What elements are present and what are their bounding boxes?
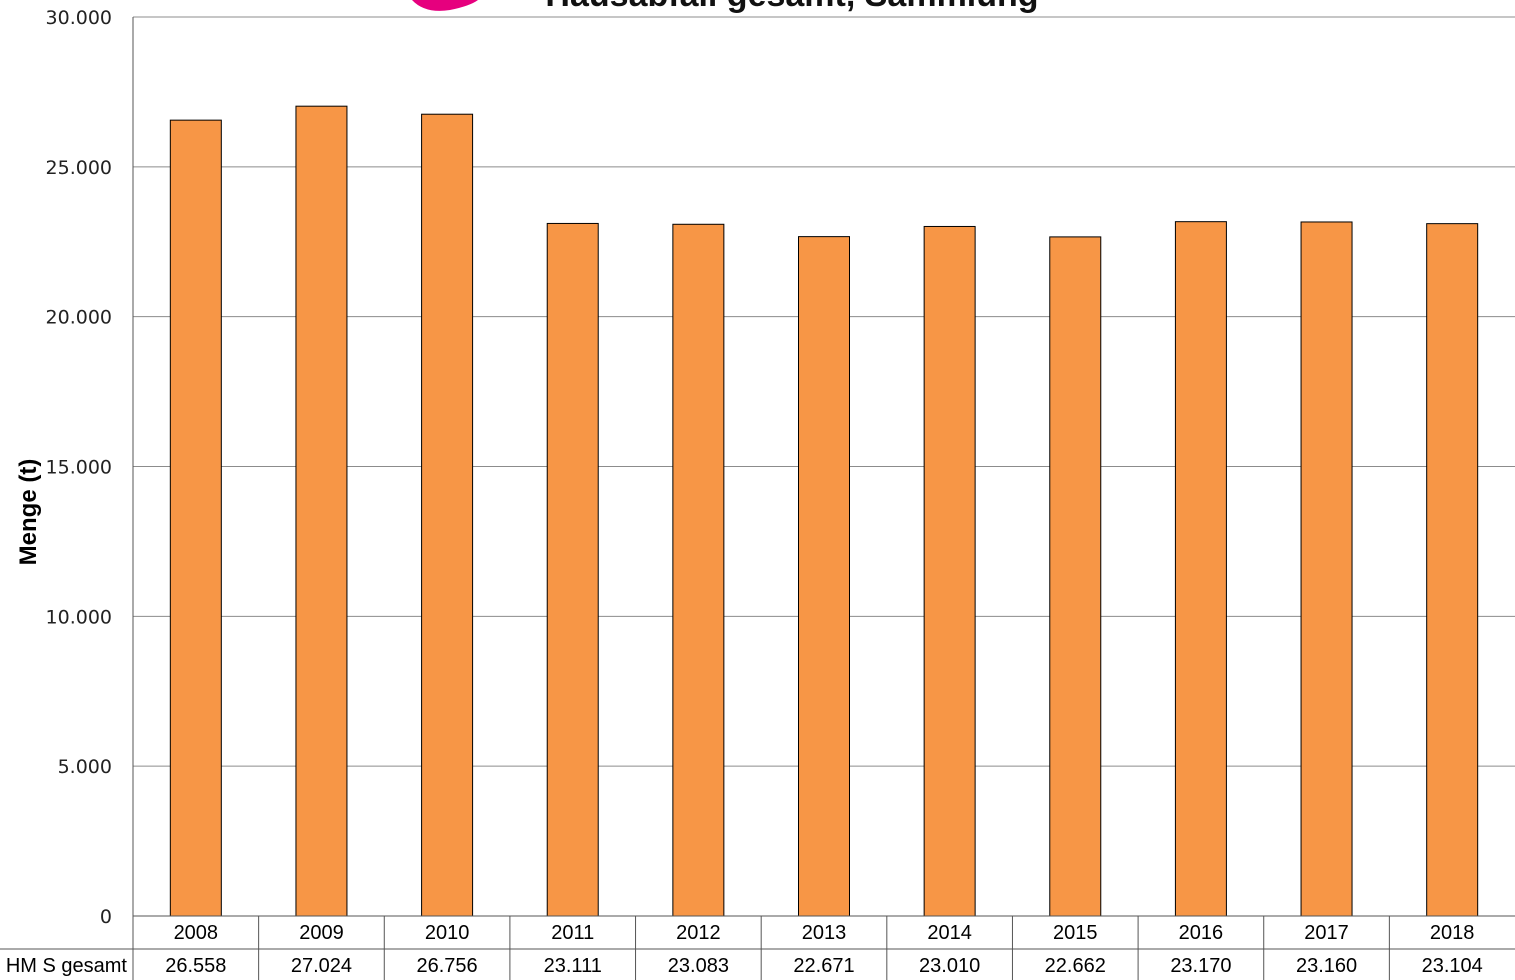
y-tick-label: 25.000 <box>46 157 112 179</box>
x-tick-label: 2015 <box>1053 922 1098 944</box>
x-tick-label: 2013 <box>802 922 847 944</box>
y-tick-label: 30.000 <box>46 7 112 29</box>
value-label: 27.024 <box>291 955 352 977</box>
y-tick-label: 0 <box>100 906 112 928</box>
bar <box>421 113 474 917</box>
bar <box>1300 221 1353 917</box>
value-label: 23.170 <box>1170 955 1231 977</box>
x-tick-label: 2010 <box>425 922 470 944</box>
x-tick-label: 2012 <box>676 922 721 944</box>
chart-title: Hausabfall gesamt, Sammlung <box>545 0 1038 14</box>
bar <box>672 223 725 917</box>
value-label: 26.756 <box>417 955 478 977</box>
value-label: 23.083 <box>668 955 729 977</box>
value-label: 22.662 <box>1045 955 1106 977</box>
value-label: 26.558 <box>165 955 226 977</box>
value-label: 23.111 <box>544 955 602 977</box>
value-label: 23.010 <box>919 955 980 977</box>
y-tick-label: 10.000 <box>46 606 112 628</box>
bar <box>798 236 850 917</box>
x-tick-label: 2014 <box>927 922 972 944</box>
bar <box>923 225 976 917</box>
x-tick-label: 2018 <box>1430 922 1475 944</box>
bar <box>546 222 599 917</box>
y-tick-label: 15.000 <box>46 457 112 479</box>
logo <box>412 0 478 11</box>
bar <box>1426 223 1479 917</box>
y-axis-label: Menge (t) <box>15 459 42 566</box>
x-tick-label: 2016 <box>1179 922 1224 944</box>
legend-label: HM S gesamt <box>6 955 128 977</box>
x-tick-label: 2008 <box>174 922 219 944</box>
bar <box>169 119 222 917</box>
y-tick-label: 5.000 <box>58 756 112 778</box>
bar <box>1174 221 1227 917</box>
x-tick-label: 2009 <box>299 922 344 944</box>
bar <box>295 105 348 917</box>
value-label: 22.671 <box>793 955 854 977</box>
x-tick-label: 2011 <box>551 922 594 944</box>
value-label: 23.104 <box>1422 955 1483 977</box>
y-tick-label: 20.000 <box>46 307 112 329</box>
bar <box>1049 236 1102 917</box>
value-label: 23.160 <box>1296 955 1357 977</box>
x-tick-label: 2017 <box>1304 922 1349 944</box>
